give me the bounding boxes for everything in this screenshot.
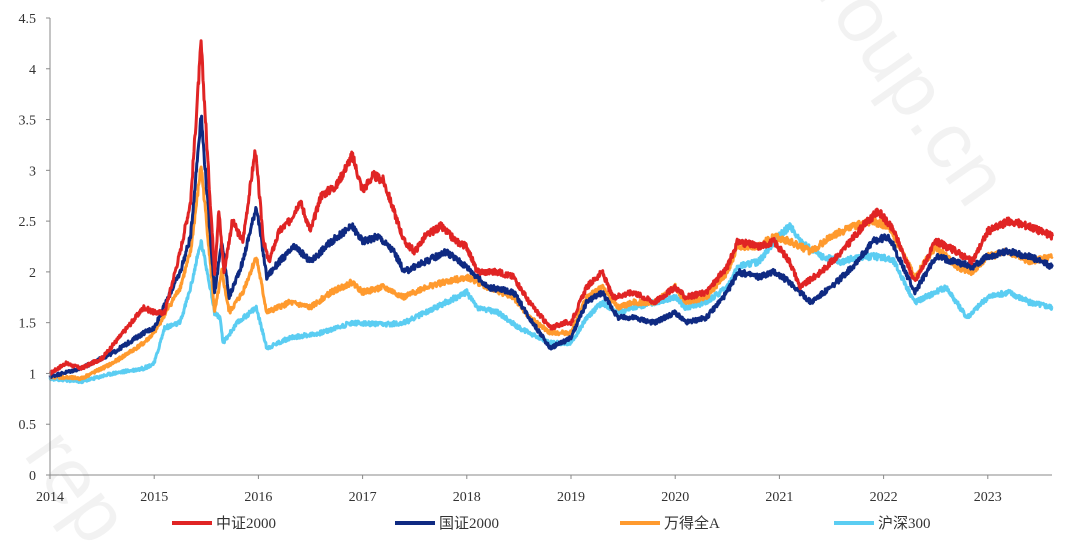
x-tick-label: 2018: [453, 490, 481, 505]
legend-item-wind-a: 万得全A: [620, 512, 720, 533]
legend-label: 中证2000: [216, 516, 277, 532]
y-tick-label: 4: [29, 63, 36, 78]
y-tick-label: 4.5: [19, 12, 37, 27]
x-tick-label: 2021: [765, 490, 793, 505]
legend-swatch: [620, 520, 660, 525]
x-tick-label: 2017: [349, 490, 377, 505]
x-tick-label: 2020: [661, 490, 689, 505]
legend-label: 国证2000: [439, 516, 500, 532]
series-line-1: [49, 39, 1054, 376]
y-tick-label: 0.5: [19, 418, 37, 433]
legend-item-zz2000: 中证2000: [172, 512, 276, 533]
legend-swatch: [395, 520, 435, 525]
x-tick-label: 2019: [557, 490, 585, 505]
x-tick-label: 2015: [140, 490, 168, 505]
y-tick-label: 2: [29, 266, 36, 281]
legend-label: 沪深300: [878, 516, 931, 532]
y-tick-label: 2.5: [19, 215, 37, 230]
y-tick-label: 3.5: [19, 114, 37, 129]
legend-swatch: [834, 520, 874, 525]
x-tick-label: 2014: [36, 490, 64, 505]
y-tick-label: 0: [29, 469, 36, 484]
legend-label: 万得全A: [664, 516, 720, 532]
y-tick-label: 1.5: [19, 317, 37, 332]
legend: 中证2000 国证2000 万得全A 沪深300: [0, 512, 1065, 534]
x-tick-label: 2023: [974, 490, 1002, 505]
series-line-2: [48, 114, 1054, 379]
legend-swatch: [172, 520, 212, 525]
y-tick-label: 1: [29, 367, 36, 382]
x-tick-label: 2022: [870, 490, 898, 505]
series-line-4: [48, 222, 1054, 385]
x-tick-label: 2016: [244, 490, 272, 505]
legend-item-hs300: 沪深300: [834, 512, 931, 533]
legend-item-gz2000: 国证2000: [395, 512, 499, 533]
y-tick-label: 3: [29, 164, 36, 179]
line-chart: 0 0.5 1 1.5 2 2.5 3 3.5 4 4.5 2014 2015 2016 2017 2018…: [19, 12, 1054, 505]
